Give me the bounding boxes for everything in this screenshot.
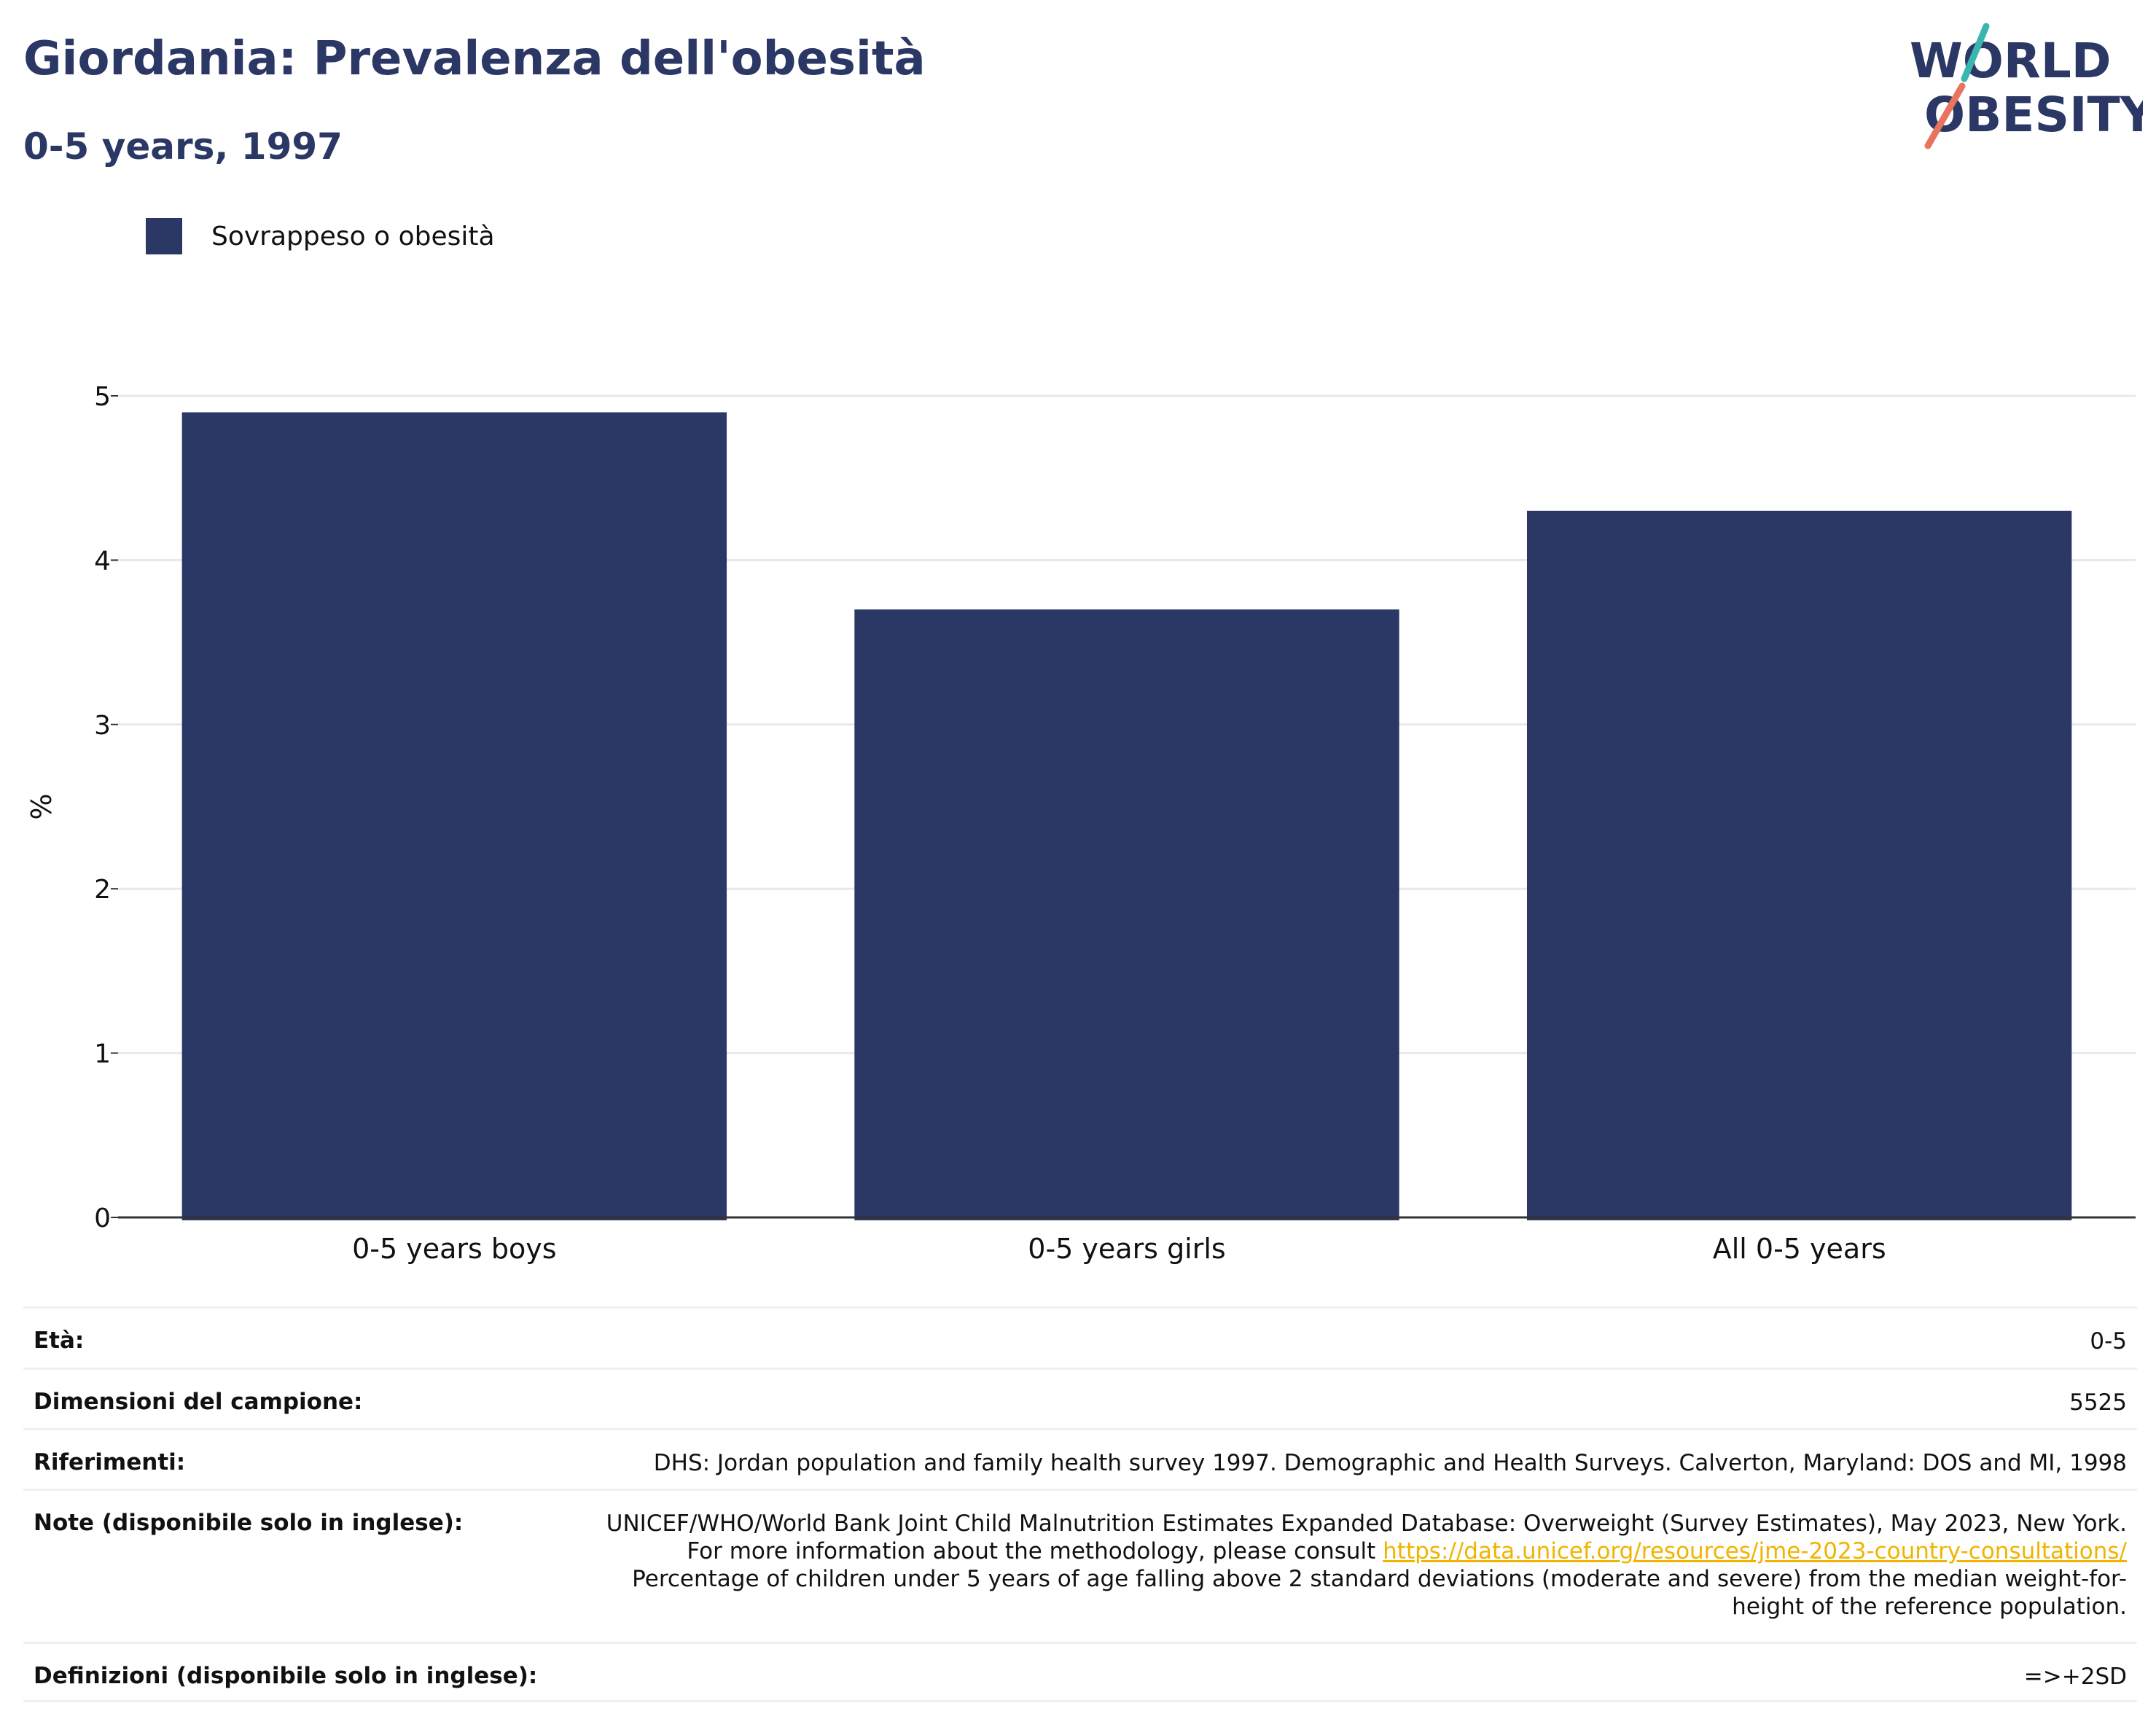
info-row-sample: Dimensioni del campione: 5525 [23,1368,2137,1428]
y-tick-label: 5 [94,382,111,412]
y-axis-label: % [26,793,58,819]
age-value: 0-5 [2090,1328,2127,1354]
y-tick-label: 1 [94,1040,111,1069]
page-title: Giordania: Prevalenza dell'obesità [23,32,926,86]
page-subtitle: 0-5 years, 1997 [23,125,343,168]
notes-text: UNICEF/WHO/World Bank Joint Child Malnut… [606,1510,2127,1564]
y-tick-label: 4 [94,546,111,576]
info-row-age: Età: 0-5 [23,1306,2137,1368]
bar-chart: 0 1 2 3 4 5 0-5 years boys 0-5 years girls All … [26,382,2136,1265]
logo-slash-teal [1961,23,1990,82]
y-tick-label: 2 [94,875,111,905]
info-row-notes: Note (disponibile solo in inglese): UNIC… [23,1489,2137,1642]
info-row-references: Riferimenti: DHS: Jordan population and … [23,1428,2137,1489]
references-value: DHS: Jordan population and family health… [653,1450,2127,1476]
legend-label: Sovrappeso o obesità [211,221,495,252]
bar [181,412,727,1220]
y-tick-label: 0 [94,1204,111,1233]
bars [181,412,2072,1220]
bar [1526,510,2072,1220]
legend-swatch [146,218,182,254]
x-tick-label: 0-5 years boys [352,1233,556,1265]
world-obesity-logo: WORLD OBESITY [1910,23,2143,149]
info-row-definitions: Definizioni (disponibile solo in inglese… [23,1642,2137,1702]
age-label: Età: [34,1327,85,1354]
x-tick-label: 0-5 years girls [1028,1233,1225,1265]
y-tick-labels: 0 1 2 3 4 5 [94,382,118,1233]
notes-label: Note (disponibile solo in inglese): [34,1510,464,1536]
bar [854,609,1399,1220]
logo-line1: WORLD [1910,33,2112,89]
info-table: Età: 0-5 Dimensioni del campione: 5525 R… [23,1306,2137,1702]
x-tick-labels: 0-5 years boys 0-5 years girls All 0-5 yea… [352,1233,1886,1265]
y-tick-label: 3 [94,711,111,741]
definitions-label: Definizioni (disponibile solo in inglese… [34,1663,538,1689]
notes-value: UNICEF/WHO/World Bank Joint Child Malnut… [589,1510,2127,1621]
logo-slash-coral [1924,82,1966,149]
x-tick-label: All 0-5 years [1713,1233,1886,1265]
references-label: Riferimenti: [34,1449,186,1475]
sample-size-value: 5525 [2069,1389,2127,1416]
chart-legend: Sovrappeso o obesità [146,216,495,257]
definitions-value: =>+2SD [2023,1664,2127,1690]
sample-size-label: Dimensioni del campione: [34,1389,363,1415]
methodology-link[interactable]: https://data.unicef.org/resources/jme-20… [1383,1538,2127,1564]
notes-definition-text: Percentage of children under 5 years of … [632,1566,2127,1620]
logo-line2: OBESITY [1924,87,2143,143]
